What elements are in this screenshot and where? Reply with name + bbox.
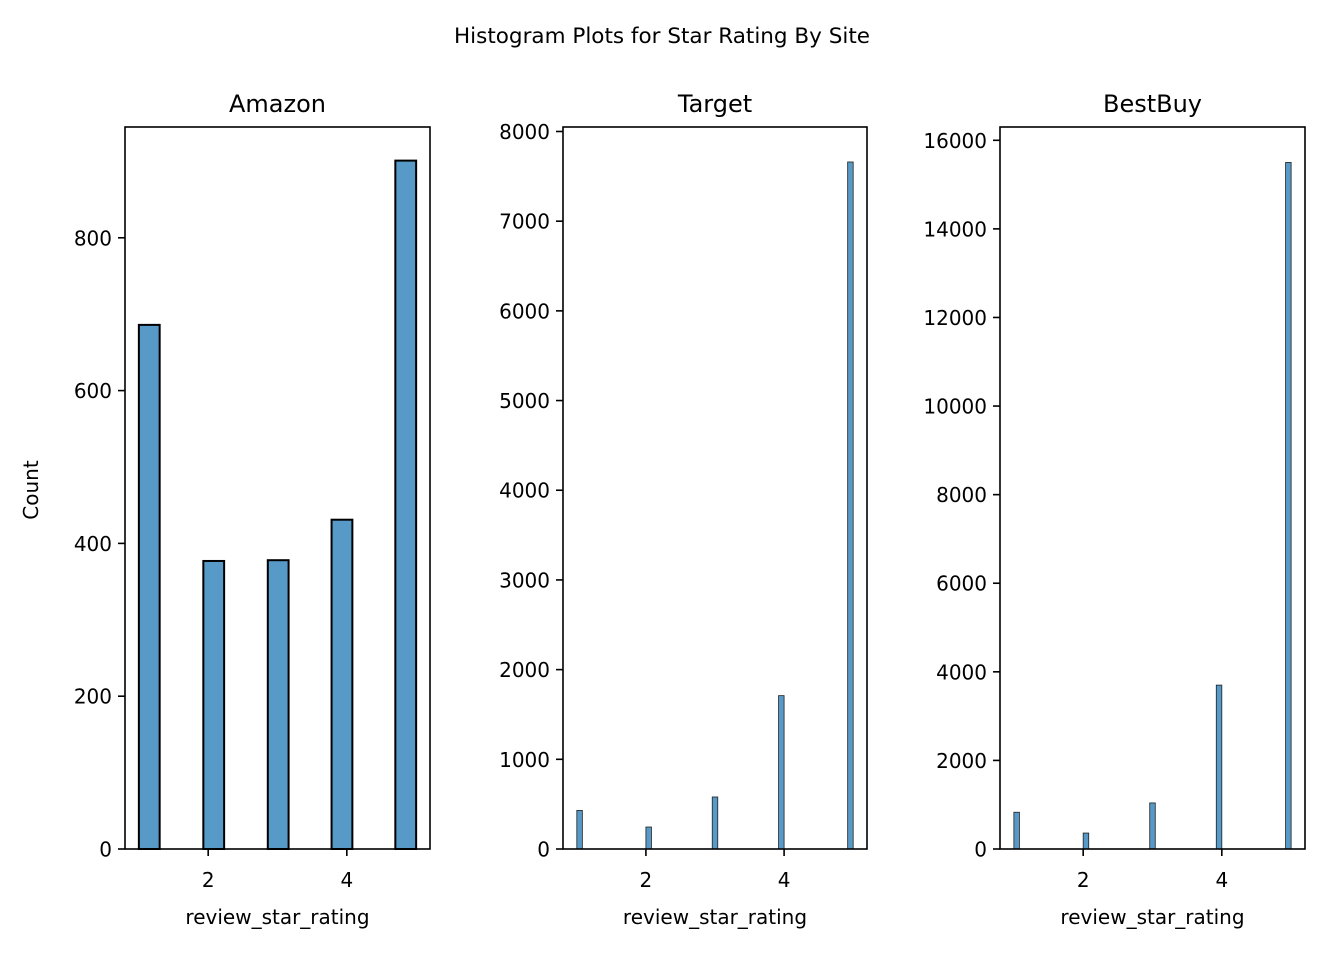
- y-axis-label: Count: [19, 460, 43, 520]
- x-tick-label: 4: [778, 868, 791, 892]
- y-tick-label: 4000: [936, 660, 987, 684]
- y-tick-label: 6000: [499, 299, 550, 323]
- y-tick-label: 0: [537, 838, 550, 862]
- histogram-bar: [576, 810, 583, 850]
- x-tick-label: 2: [640, 868, 653, 892]
- histogram-bar: [202, 559, 226, 851]
- subplot-title: BestBuy: [1103, 90, 1202, 118]
- subplot-bestbuy: 0 2000 4000 6000 8000 10000 12000 14000 16000 2 4 B…: [923, 90, 1306, 929]
- y-tick-label: 12000: [923, 306, 987, 330]
- x-tick-label: 4: [1215, 868, 1228, 892]
- y-tick-label: 0: [974, 838, 987, 862]
- y-tick-label: 5000: [499, 389, 550, 413]
- axes-frame: [999, 126, 1306, 850]
- x-axis-label: review_star_rating: [1060, 905, 1244, 929]
- y-tick-label: 3000: [499, 568, 550, 592]
- x-axis-label: review_star_rating: [623, 905, 807, 929]
- y-tick-label: 7000: [499, 210, 550, 234]
- subplot-amazon: 0 200 400 600 800 2 4 Amazon review_star_rating C…: [19, 90, 431, 929]
- x-axis-label: review_star_rating: [185, 905, 369, 929]
- y-tick-label: 10000: [923, 395, 987, 419]
- y-tick-label: 2000: [936, 749, 987, 773]
- y-tick-label: 6000: [936, 572, 987, 596]
- histogram-bar: [1013, 811, 1020, 850]
- y-tick-label: 14000: [923, 217, 987, 241]
- axes-frame: [562, 126, 868, 850]
- bars-amazon: [137, 159, 418, 851]
- histogram-bar: [266, 559, 290, 850]
- y-tick-label: 16000: [923, 129, 987, 153]
- y-tick-label: 200: [74, 685, 112, 709]
- histogram-bar: [330, 518, 354, 850]
- y-tick-label: 4000: [499, 479, 550, 503]
- y-tick-label: 1000: [499, 748, 550, 772]
- y-tick-label: 600: [74, 379, 112, 403]
- axes-frame: [124, 126, 431, 850]
- histogram-bar: [1082, 832, 1090, 850]
- histogram-bar: [394, 159, 418, 850]
- y-tick-label: 0: [99, 838, 112, 862]
- histogram-bar: [645, 826, 652, 850]
- y-tick-label: 8000: [499, 120, 550, 144]
- histogram-bar: [137, 323, 161, 850]
- x-tick-label: 2: [1077, 868, 1090, 892]
- histogram-bar: [1215, 684, 1223, 850]
- x-tick-label: 4: [340, 868, 353, 892]
- histogram-bar: [847, 161, 854, 850]
- x-tick-label: 2: [202, 868, 215, 892]
- histogram-bar: [711, 796, 719, 850]
- subplot-title: Target: [677, 90, 752, 118]
- y-tick-label: 2000: [499, 658, 550, 682]
- histogram-bar: [1149, 802, 1156, 850]
- y-tick-label: 8000: [936, 483, 987, 507]
- figure-title: Histogram Plots for Star Rating By Site: [454, 24, 870, 49]
- histogram-bar: [778, 695, 785, 850]
- histogram-bar: [1285, 162, 1292, 850]
- subplot-target: 0 1000 2000 3000 4000 5000 6000 7000 8000 2 4 Targe…: [499, 90, 868, 929]
- y-tick-label: 400: [74, 532, 112, 556]
- y-tick-label: 800: [74, 226, 112, 250]
- subplot-title: Amazon: [229, 90, 326, 118]
